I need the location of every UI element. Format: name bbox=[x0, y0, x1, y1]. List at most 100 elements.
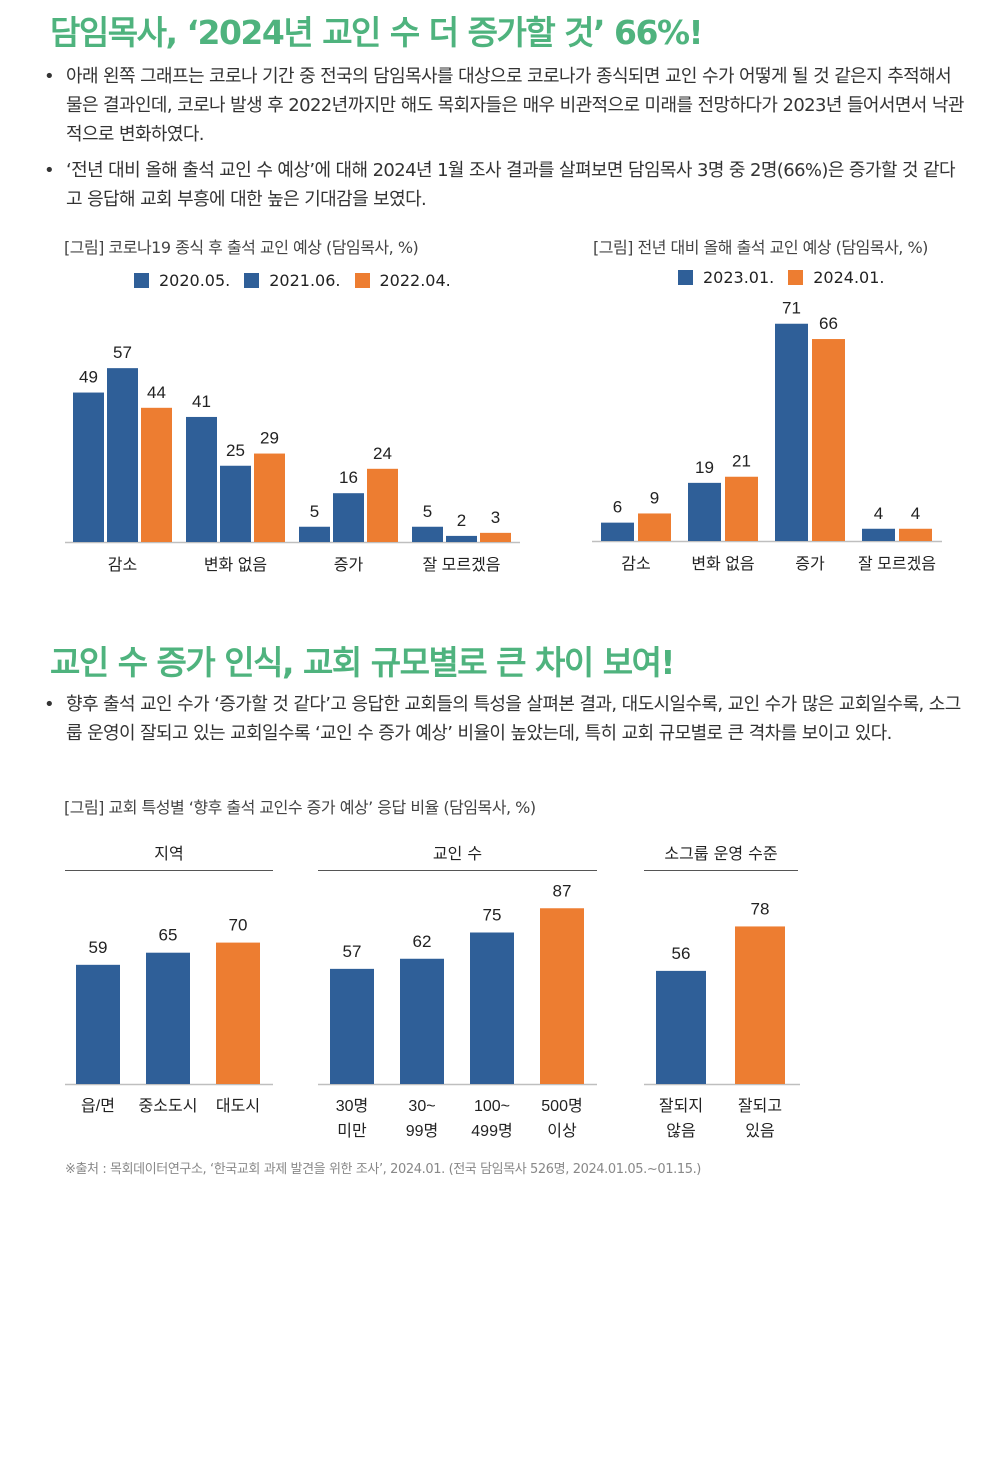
bar bbox=[220, 465, 251, 542]
x-tick-label: 읍/면 bbox=[81, 1097, 115, 1115]
bar bbox=[446, 535, 477, 542]
x-tick-label: 30명 bbox=[336, 1097, 369, 1115]
bar bbox=[540, 908, 584, 1084]
x-tick-label: 잘되고 bbox=[738, 1097, 782, 1115]
data-label: 9 bbox=[650, 488, 659, 507]
x-tick-label: 30~ bbox=[408, 1098, 435, 1115]
x-tick-label: 500명 bbox=[541, 1097, 582, 1115]
x-tick-label: 변화 없음 bbox=[204, 556, 267, 574]
bar bbox=[899, 528, 932, 541]
chart1-title: [그림] 코로나19 종식 후 출석 교인 예상 (담임목사, %) bbox=[64, 238, 419, 257]
bullet-item: • 향후 출석 교인 수가 ‘증가할 것 같다’고 응답한 교회들의 특성을 살펴… bbox=[42, 690, 967, 748]
data-label: 75 bbox=[483, 906, 502, 925]
legend-swatch-icon bbox=[678, 270, 693, 285]
x-tick-label: 대도시 bbox=[216, 1097, 260, 1115]
data-label: 2 bbox=[457, 511, 466, 530]
legend-item: 2023.01. bbox=[678, 268, 774, 287]
data-label: 16 bbox=[339, 468, 358, 487]
bar bbox=[601, 522, 634, 541]
data-label: 19 bbox=[695, 458, 714, 477]
bar bbox=[186, 416, 217, 542]
panel-head-members: 교인 수 bbox=[318, 840, 597, 871]
bar bbox=[141, 407, 172, 542]
x-tick-label: 잘되지 bbox=[659, 1097, 703, 1115]
chart2-legend: 2023.01. 2024.01. bbox=[678, 268, 885, 287]
chart2-title: [그림] 전년 대비 올해 출석 교인 예상 (담임목사, %) bbox=[593, 238, 928, 257]
bar bbox=[725, 476, 758, 541]
data-label: 5 bbox=[423, 502, 432, 521]
data-label: 4 bbox=[911, 504, 920, 523]
bar bbox=[638, 513, 671, 541]
legend-swatch-icon bbox=[788, 270, 804, 285]
x-tick-label: 증가 bbox=[795, 555, 825, 573]
bullet-dot-icon: • bbox=[44, 160, 55, 181]
legend-item: 2024.01. bbox=[788, 268, 885, 287]
legend-swatch-icon bbox=[244, 273, 260, 288]
section1-bullets: • 아래 왼쪽 그래프는 코로나 기간 중 전국의 담임목사를 대상으로 코로나가… bbox=[42, 62, 967, 221]
legend-swatch-icon bbox=[134, 273, 149, 288]
data-label: 62 bbox=[413, 932, 432, 951]
x-tick-label: 잘 모르겠음 bbox=[858, 555, 936, 573]
bar bbox=[146, 952, 190, 1084]
bullet-dot-icon: • bbox=[44, 694, 55, 715]
data-label: 4 bbox=[874, 504, 883, 523]
x-tick-label: 중소도시 bbox=[139, 1098, 198, 1115]
data-label: 44 bbox=[147, 383, 166, 402]
x-tick-label: 미만 bbox=[337, 1122, 367, 1140]
bar bbox=[812, 339, 845, 541]
data-label: 87 bbox=[553, 881, 572, 900]
data-label: 49 bbox=[79, 368, 98, 387]
bullet-dot-icon: • bbox=[44, 66, 55, 87]
bar bbox=[330, 968, 374, 1084]
bar bbox=[216, 942, 260, 1084]
x-tick-label: 잘 모르겠음 bbox=[422, 556, 500, 574]
x-tick-label: 감소 bbox=[108, 556, 137, 574]
panel-head-smallgroup: 소그룹 운영 수준 bbox=[644, 840, 798, 871]
bar bbox=[367, 468, 398, 542]
bar bbox=[775, 323, 808, 541]
data-label: 59 bbox=[89, 938, 108, 957]
legend-item: 2021.06. bbox=[244, 271, 341, 290]
bar bbox=[299, 526, 330, 542]
chart1-legend: 2020.05. 2021.06. 2022.04. bbox=[134, 271, 451, 290]
x-tick-label: 이상 bbox=[547, 1122, 577, 1140]
bar bbox=[656, 970, 706, 1084]
data-label: 24 bbox=[373, 444, 392, 463]
data-label: 70 bbox=[229, 916, 248, 935]
data-label: 57 bbox=[343, 942, 362, 961]
data-label: 65 bbox=[159, 926, 178, 945]
panel-head-region: 지역 bbox=[65, 840, 273, 871]
data-label: 3 bbox=[491, 508, 500, 527]
legend-item: 2022.04. bbox=[354, 271, 451, 290]
bar bbox=[470, 932, 514, 1084]
bullet-item: • 아래 왼쪽 그래프는 코로나 기간 중 전국의 담임목사를 대상으로 코로나가… bbox=[42, 62, 967, 149]
data-label: 71 bbox=[782, 299, 801, 318]
x-tick-label: 499명 bbox=[471, 1122, 512, 1140]
bar bbox=[400, 958, 444, 1084]
section1-title: 담임목사, ‘2024년 교인 수 더 증가할 것’ 66%! bbox=[50, 13, 704, 52]
bar bbox=[254, 453, 285, 542]
chart3-title: [그림] 교회 특성별 ‘향후 출석 교인수 증가 예상’ 응답 비율 (담임목… bbox=[64, 798, 536, 817]
bar bbox=[76, 964, 120, 1084]
legend-item: 2020.05. bbox=[134, 271, 230, 290]
bar bbox=[480, 532, 511, 542]
bullet-item: • ‘전년 대비 올해 출석 교인 수 예상’에 대해 2024년 1월 조사 결… bbox=[42, 156, 967, 214]
data-label: 56 bbox=[672, 944, 691, 963]
x-tick-label: 않음 bbox=[666, 1122, 695, 1140]
bar bbox=[412, 526, 443, 542]
bar bbox=[862, 528, 895, 541]
bar bbox=[73, 392, 104, 542]
data-label: 57 bbox=[113, 343, 132, 362]
x-tick-label: 100~ bbox=[474, 1098, 510, 1115]
data-label: 5 bbox=[310, 502, 319, 521]
x-tick-label: 99명 bbox=[406, 1122, 439, 1140]
bar bbox=[735, 926, 785, 1084]
data-label: 78 bbox=[751, 899, 770, 918]
data-label: 21 bbox=[732, 452, 751, 471]
x-tick-label: 변화 없음 bbox=[691, 555, 754, 573]
data-label: 29 bbox=[260, 429, 279, 448]
bar bbox=[333, 493, 364, 542]
data-label: 6 bbox=[613, 498, 622, 517]
x-tick-label: 있음 bbox=[745, 1122, 774, 1140]
